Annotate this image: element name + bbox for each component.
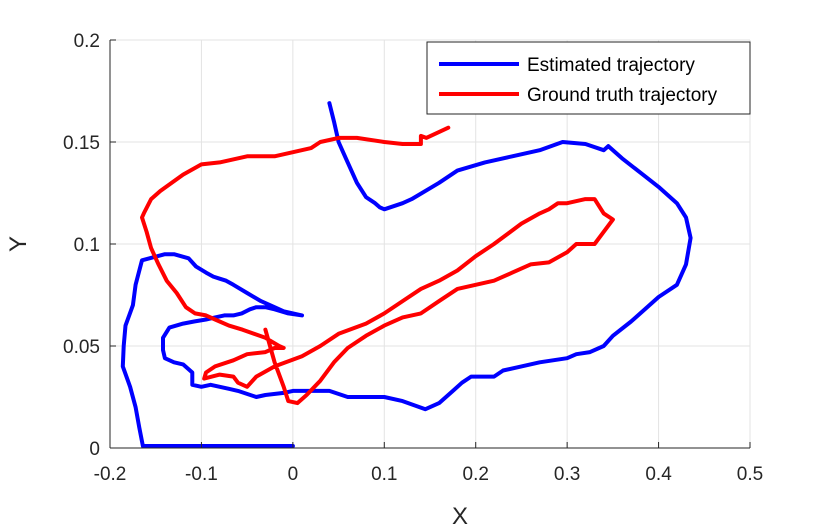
y-tick-label: 0.15: [63, 133, 100, 154]
x-tick-label: 0.5: [737, 464, 763, 485]
x-tick-label: 0: [288, 464, 299, 485]
y-tick-label: 0.1: [74, 235, 100, 256]
axes: [109, 39, 751, 449]
y-tick-label: 0.05: [63, 337, 100, 358]
tick-labels: -0.2 -0.1 0 0.1 0.2 0.3 0.4 0.5 0 0.05 0.1 0.15 0.2: [63, 31, 763, 485]
x-tick-label: -0.2: [94, 464, 127, 485]
y-tick-label: 0.2: [74, 31, 100, 52]
y-tick-label: 0: [89, 439, 100, 460]
legend: Estimated trajectory Ground truth traject…: [426, 41, 751, 115]
x-tick-label: 0.2: [463, 464, 489, 485]
y-axis-label: Y: [5, 236, 32, 252]
x-axis-label: X: [452, 503, 468, 530]
legend-label-1: Ground truth trajectory: [527, 85, 718, 106]
legend-label-0: Estimated trajectory: [527, 55, 695, 76]
x-tick-label: 0.4: [645, 464, 672, 485]
x-tick-label: 0.1: [371, 464, 397, 485]
x-tick-label: 0.3: [554, 464, 580, 485]
series-line-1: [140, 125, 615, 406]
series-layer: [120, 101, 693, 448]
legend-box: [426, 41, 751, 115]
series-line-0: [120, 101, 693, 448]
x-tick-label: -0.1: [185, 464, 218, 485]
